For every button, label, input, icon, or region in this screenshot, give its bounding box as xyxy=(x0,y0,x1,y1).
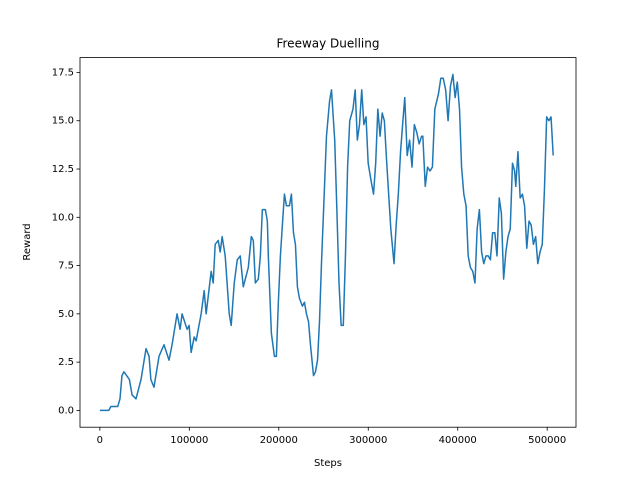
x-tick-label: 0 xyxy=(97,435,103,446)
y-tick-label: 2.5 xyxy=(58,357,74,368)
y-axis-label: Reward xyxy=(22,223,33,260)
y-tick-label: 0.0 xyxy=(58,405,74,416)
x-tick-label: 100000 xyxy=(170,435,208,446)
y-tick-label: 12.5 xyxy=(52,164,74,175)
y-tick-label: 15.0 xyxy=(52,116,74,127)
y-tick-label: 5.0 xyxy=(58,309,74,320)
line-series xyxy=(99,73,554,412)
x-tick-label: 500000 xyxy=(528,435,566,446)
x-tick-label: 300000 xyxy=(349,435,387,446)
chart-title: Freeway Duelling xyxy=(276,37,379,51)
y-tick-label: 7.5 xyxy=(58,261,74,272)
x-tick-label: 200000 xyxy=(260,435,298,446)
y-tick-label: 17.5 xyxy=(52,67,74,78)
plot-frame xyxy=(79,57,577,428)
x-axis-label: Steps xyxy=(314,458,342,469)
x-tick-label: 400000 xyxy=(439,435,477,446)
y-tick-label: 10.0 xyxy=(52,212,74,223)
